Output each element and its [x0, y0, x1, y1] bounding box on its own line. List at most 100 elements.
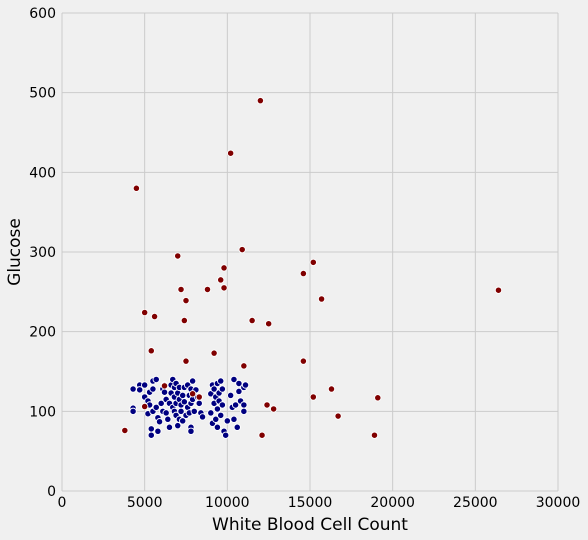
- data-point: [218, 401, 227, 409]
- data-point: [309, 258, 317, 267]
- data-point: [233, 423, 241, 431]
- data-point: [213, 405, 222, 413]
- data-point: [180, 316, 188, 325]
- data-point: [231, 401, 240, 409]
- data-point: [212, 415, 220, 423]
- y-tick-label: 400: [29, 165, 56, 181]
- data-point: [129, 407, 137, 415]
- data-points: [121, 96, 503, 439]
- data-point: [370, 431, 379, 439]
- data-point: [223, 417, 231, 425]
- data-point: [121, 426, 129, 435]
- data-point: [230, 375, 238, 384]
- data-point: [210, 349, 218, 357]
- data-point: [334, 412, 342, 420]
- x-tick-label: 15000: [288, 495, 333, 511]
- data-point: [149, 385, 157, 393]
- data-point: [235, 379, 243, 388]
- data-point: [203, 285, 212, 294]
- data-point: [317, 295, 326, 303]
- data-point: [327, 385, 336, 393]
- data-point: [164, 415, 172, 423]
- data-point: [299, 357, 308, 365]
- data-point: [136, 386, 144, 394]
- data-point: [152, 403, 160, 411]
- data-point: [240, 407, 248, 415]
- data-point: [217, 411, 225, 419]
- data-point: [141, 381, 149, 389]
- data-point: [165, 423, 174, 431]
- data-point: [299, 269, 308, 278]
- data-point: [160, 382, 169, 390]
- data-point: [309, 393, 317, 401]
- x-tick-label: 10000: [205, 495, 250, 511]
- data-point: [188, 377, 197, 385]
- data-point: [248, 316, 256, 325]
- y-tick-label: 300: [29, 245, 56, 261]
- data-point: [180, 398, 188, 406]
- data-point: [182, 357, 190, 365]
- x-tick-label: 20000: [370, 495, 415, 511]
- data-point: [213, 423, 222, 431]
- x-tick-label: 0: [58, 495, 67, 511]
- x-tick-label: 25000: [453, 495, 498, 511]
- data-point: [177, 285, 185, 294]
- data-point: [157, 399, 165, 408]
- data-point: [147, 431, 155, 439]
- data-point: [154, 427, 162, 435]
- data-point: [374, 394, 382, 402]
- data-point: [174, 252, 182, 260]
- data-point: [218, 385, 227, 393]
- data-point: [220, 284, 228, 292]
- data-point: [162, 409, 170, 417]
- data-point: [147, 347, 155, 355]
- x-tick-label: 5000: [127, 495, 163, 511]
- data-point: [222, 431, 230, 439]
- data-point: [155, 418, 164, 426]
- y-tick-label: 100: [29, 404, 56, 420]
- data-point: [141, 402, 149, 411]
- data-point: [179, 417, 187, 425]
- data-point: [494, 286, 503, 294]
- x-tick-label: 30000: [536, 495, 581, 511]
- data-point: [226, 391, 235, 400]
- data-point: [240, 362, 248, 370]
- grid: [61, 12, 559, 492]
- data-point: [269, 405, 278, 413]
- data-point: [195, 399, 203, 408]
- data-point: [238, 245, 246, 254]
- data-point: [226, 149, 235, 157]
- data-point: [265, 320, 273, 328]
- y-tick-label: 0: [47, 484, 56, 500]
- data-point: [217, 276, 225, 284]
- data-point: [207, 409, 215, 417]
- data-point: [230, 415, 238, 423]
- data-point: [182, 296, 190, 305]
- data-point: [187, 427, 195, 435]
- data-point: [258, 431, 266, 439]
- data-point: [132, 184, 141, 192]
- data-point: [263, 401, 271, 409]
- y-tick-label: 600: [29, 6, 56, 22]
- data-point: [188, 390, 197, 398]
- data-point: [152, 375, 160, 384]
- data-point: [256, 96, 265, 105]
- data-point: [179, 391, 187, 400]
- data-point: [198, 413, 207, 421]
- data-point: [241, 381, 250, 389]
- data-point: [150, 312, 159, 321]
- data-point: [217, 377, 225, 385]
- data-point: [190, 407, 198, 415]
- tick-labels: 0 5000 10000 15000 20000 25000 30000 0 100 200 300…: [29, 6, 580, 511]
- data-point: [235, 387, 243, 396]
- data-point: [195, 393, 203, 401]
- data-point: [220, 264, 228, 272]
- data-point: [160, 388, 169, 396]
- data-point: [177, 407, 185, 415]
- data-point: [240, 401, 248, 409]
- y-tick-label: 500: [29, 86, 56, 102]
- data-point: [147, 425, 155, 433]
- data-point: [141, 308, 149, 317]
- data-point: [210, 385, 218, 393]
